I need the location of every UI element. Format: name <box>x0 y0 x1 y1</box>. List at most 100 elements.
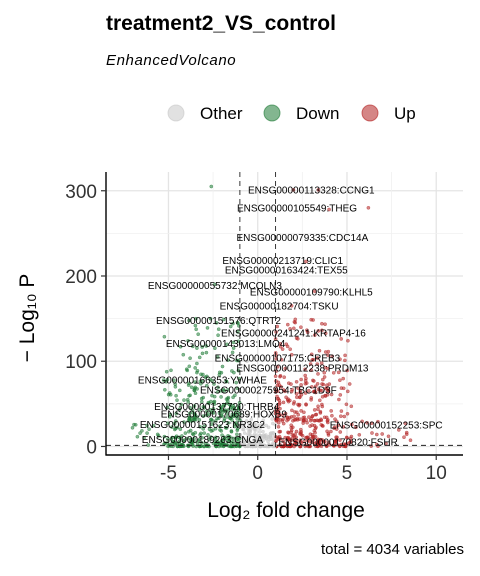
data-point <box>236 330 240 334</box>
data-point <box>293 432 297 437</box>
data-point <box>169 437 174 441</box>
chart-subtitle: EnhancedVolcano <box>106 52 237 69</box>
data-point <box>190 408 195 412</box>
data-point <box>334 427 339 431</box>
data-point <box>299 377 303 382</box>
data-point <box>187 381 191 386</box>
data-point <box>247 440 251 445</box>
data-point <box>213 346 217 351</box>
data-point <box>258 437 262 441</box>
data-point <box>316 372 320 376</box>
gene-label: ENSG00000105549:THEG <box>237 203 357 214</box>
data-point <box>294 410 299 415</box>
data-point <box>370 431 374 435</box>
data-point <box>287 439 292 444</box>
data-point <box>177 439 182 444</box>
data-point <box>216 327 221 332</box>
data-point <box>291 188 296 192</box>
data-point <box>187 411 192 416</box>
data-point <box>254 425 258 430</box>
y-tick-label: 300 <box>65 182 97 203</box>
data-point <box>224 426 229 430</box>
data-point <box>291 326 296 331</box>
data-point <box>184 367 189 372</box>
data-point <box>277 413 282 418</box>
data-point <box>325 383 329 388</box>
data-point <box>186 429 191 434</box>
data-point <box>204 413 209 418</box>
data-point <box>305 330 310 335</box>
data-point <box>261 435 266 439</box>
data-point <box>315 381 320 386</box>
data-point <box>341 425 346 429</box>
data-point <box>235 417 239 421</box>
data-point <box>316 404 320 409</box>
data-point <box>318 437 323 442</box>
data-point <box>331 370 336 375</box>
data-point <box>205 409 209 414</box>
data-point <box>349 404 354 409</box>
data-point <box>200 345 204 349</box>
data-point <box>374 432 379 437</box>
gene-label: ENSG00000137720:THRB4 <box>154 402 280 413</box>
data-point <box>138 431 142 435</box>
gene-label: ENSG00000163424:TEX55 <box>225 266 348 277</box>
y-tick-label: 100 <box>65 352 97 373</box>
data-point <box>283 411 288 416</box>
gene-label: ENSG00000112238:PRDM13 <box>236 364 369 375</box>
data-point <box>209 422 214 427</box>
data-point <box>201 427 205 431</box>
data-point <box>195 370 199 375</box>
data-point <box>290 387 295 392</box>
data-point <box>201 414 206 418</box>
data-point <box>235 432 239 437</box>
data-point <box>360 419 364 424</box>
data-point <box>293 417 298 422</box>
data-point <box>193 366 197 370</box>
data-point <box>231 346 236 350</box>
gene-label: ENSG00000143013:LMO4 <box>166 339 286 350</box>
data-point <box>280 347 285 351</box>
data-point <box>316 387 321 392</box>
data-point <box>333 417 337 422</box>
data-point <box>293 317 298 322</box>
data-point <box>130 425 135 430</box>
data-point <box>290 408 294 413</box>
data-point <box>200 440 204 445</box>
data-point <box>354 425 358 430</box>
data-point <box>273 374 278 379</box>
legend-swatch-down <box>263 104 281 122</box>
data-point <box>299 432 304 437</box>
data-point <box>282 375 287 380</box>
chart-title: treatment2_VS_control <box>106 12 336 35</box>
data-point <box>172 378 176 383</box>
data-point <box>330 354 335 359</box>
data-point <box>259 439 264 444</box>
data-point <box>217 370 222 375</box>
data-point <box>285 415 290 420</box>
data-point <box>219 442 223 447</box>
data-point <box>227 402 232 407</box>
data-point <box>173 419 178 423</box>
data-point <box>338 438 342 442</box>
data-point <box>266 425 271 430</box>
data-point <box>296 386 300 390</box>
data-point <box>205 374 209 379</box>
data-point <box>386 434 391 439</box>
data-point <box>345 411 350 416</box>
data-point <box>194 316 198 321</box>
data-point <box>304 435 308 440</box>
data-point <box>194 327 198 332</box>
data-point <box>304 402 308 407</box>
legend: Other Down Up <box>167 104 416 123</box>
data-point <box>233 411 238 416</box>
data-point <box>404 432 409 437</box>
data-point <box>349 422 354 427</box>
data-point <box>329 429 333 434</box>
gene-label: ENSG00000107175:CREB3 <box>215 353 341 364</box>
data-point <box>236 439 240 444</box>
data-point <box>294 391 299 396</box>
data-point <box>151 423 156 428</box>
data-point <box>235 426 240 431</box>
